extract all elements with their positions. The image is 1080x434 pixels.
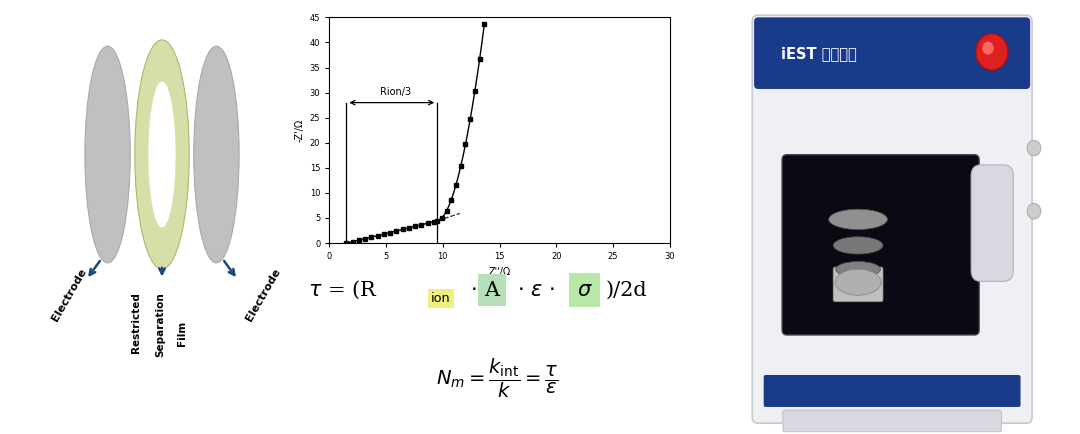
Text: $N_m = \dfrac{k_{\rm int}}{k} = \dfrac{\tau}{\varepsilon}$: $N_m = \dfrac{k_{\rm int}}{k} = \dfrac{\… <box>435 356 558 400</box>
Text: $\sigma$: $\sigma$ <box>577 281 593 300</box>
Circle shape <box>982 42 994 55</box>
FancyBboxPatch shape <box>754 17 1030 89</box>
Ellipse shape <box>193 46 239 263</box>
Text: Electrode: Electrode <box>51 266 89 322</box>
FancyBboxPatch shape <box>783 410 1001 432</box>
Circle shape <box>975 34 1008 70</box>
FancyBboxPatch shape <box>764 375 1021 407</box>
Text: iEST 元能科技: iEST 元能科技 <box>781 46 856 61</box>
Text: $\tau$ = (R: $\tau$ = (R <box>308 279 378 302</box>
Ellipse shape <box>828 209 888 230</box>
Text: )/2d: )/2d <box>606 281 647 300</box>
Text: Separation: Separation <box>156 292 165 357</box>
FancyBboxPatch shape <box>833 267 883 302</box>
Text: Rion/3: Rion/3 <box>379 87 410 97</box>
X-axis label: Z''/Ω: Z''/Ω <box>488 266 511 276</box>
Circle shape <box>1027 140 1041 156</box>
Text: $\cdot$: $\cdot$ <box>464 280 477 300</box>
Ellipse shape <box>148 82 176 227</box>
Ellipse shape <box>835 269 881 295</box>
Text: A: A <box>485 281 500 300</box>
Circle shape <box>1027 204 1041 219</box>
Ellipse shape <box>834 237 883 254</box>
Text: ion: ion <box>431 292 450 305</box>
FancyBboxPatch shape <box>782 155 980 335</box>
Ellipse shape <box>836 262 880 277</box>
Ellipse shape <box>85 46 131 263</box>
Text: $\cdot$ $\varepsilon$ $\cdot$: $\cdot$ $\varepsilon$ $\cdot$ <box>511 280 555 300</box>
FancyBboxPatch shape <box>752 15 1032 423</box>
Text: Electrode: Electrode <box>244 266 282 322</box>
FancyBboxPatch shape <box>971 165 1013 281</box>
Y-axis label: -Z'/Ω: -Z'/Ω <box>294 118 305 142</box>
Ellipse shape <box>135 40 189 269</box>
Text: Film: Film <box>177 321 187 346</box>
Text: Restricted: Restricted <box>132 292 141 353</box>
